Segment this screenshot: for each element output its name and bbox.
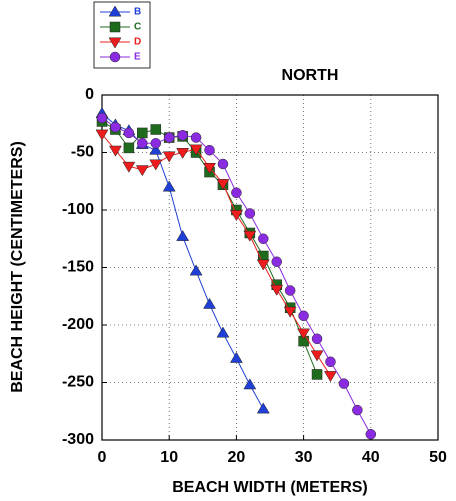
marker [270,284,284,296]
chart-title: NORTH [282,67,339,84]
marker [310,350,324,362]
marker [297,328,311,340]
marker [189,264,203,276]
marker [325,356,336,368]
x-tick-label: 10 [160,449,178,466]
marker [176,229,190,241]
marker [258,233,269,244]
y-tick-label: -150 [62,259,94,276]
marker [365,429,377,440]
marker [204,144,215,156]
marker [217,158,229,170]
marker [231,187,242,198]
marker [95,129,109,141]
marker [177,130,188,141]
y-axis-label: BEACH HEIGHT (CENTIMETERS) [9,141,26,393]
marker [110,121,121,133]
y-tick-label: -50 [71,144,94,161]
marker [123,127,135,139]
marker [96,112,108,124]
marker [284,285,296,296]
plot-frame [101,94,439,441]
marker [243,230,257,242]
marker [149,143,163,155]
marker [352,404,363,416]
marker [123,142,135,154]
x-tick-label: 30 [295,449,313,466]
y-tick-label: 0 [85,86,94,103]
marker [189,144,203,156]
marker [149,159,163,171]
x-tick-label: 20 [228,449,246,466]
marker [243,378,257,390]
marker [298,310,309,322]
legend-label: B [134,7,141,18]
marker [150,138,162,149]
marker [109,51,121,63]
marker [162,180,176,192]
marker [244,208,256,219]
marker [135,165,149,177]
marker [216,326,230,338]
marker [203,163,216,174]
marker [256,402,270,414]
series-line [101,133,331,376]
x-tick-label: 40 [362,449,380,466]
marker [338,378,350,389]
marker [229,351,243,363]
marker [108,5,122,17]
marker [271,256,282,267]
legend-label: C [134,22,141,33]
x-tick-label: 0 [98,449,107,466]
y-tick-label: -300 [62,431,94,448]
marker [190,132,202,143]
marker [283,306,297,318]
marker [109,145,122,157]
marker [203,297,216,309]
marker [311,369,323,380]
marker [163,132,175,143]
marker [122,161,136,173]
x-axis-label: BEACH WIDTH (METERS) [172,479,368,496]
series-line [101,121,318,375]
marker [162,151,176,163]
marker [108,37,122,49]
legend-label: D [134,37,141,48]
marker [229,210,243,222]
marker [137,127,148,139]
legend-label: E [134,52,141,63]
marker [216,179,230,191]
y-tick-label: -200 [62,316,94,333]
marker [109,21,121,33]
marker [176,148,190,159]
marker [150,124,162,135]
marker [324,371,337,383]
marker [311,333,323,345]
x-tick-label: 50 [429,449,447,466]
marker [137,138,148,149]
y-tick-label: -250 [62,374,94,391]
marker [256,259,270,271]
y-tick-label: -100 [62,201,94,218]
